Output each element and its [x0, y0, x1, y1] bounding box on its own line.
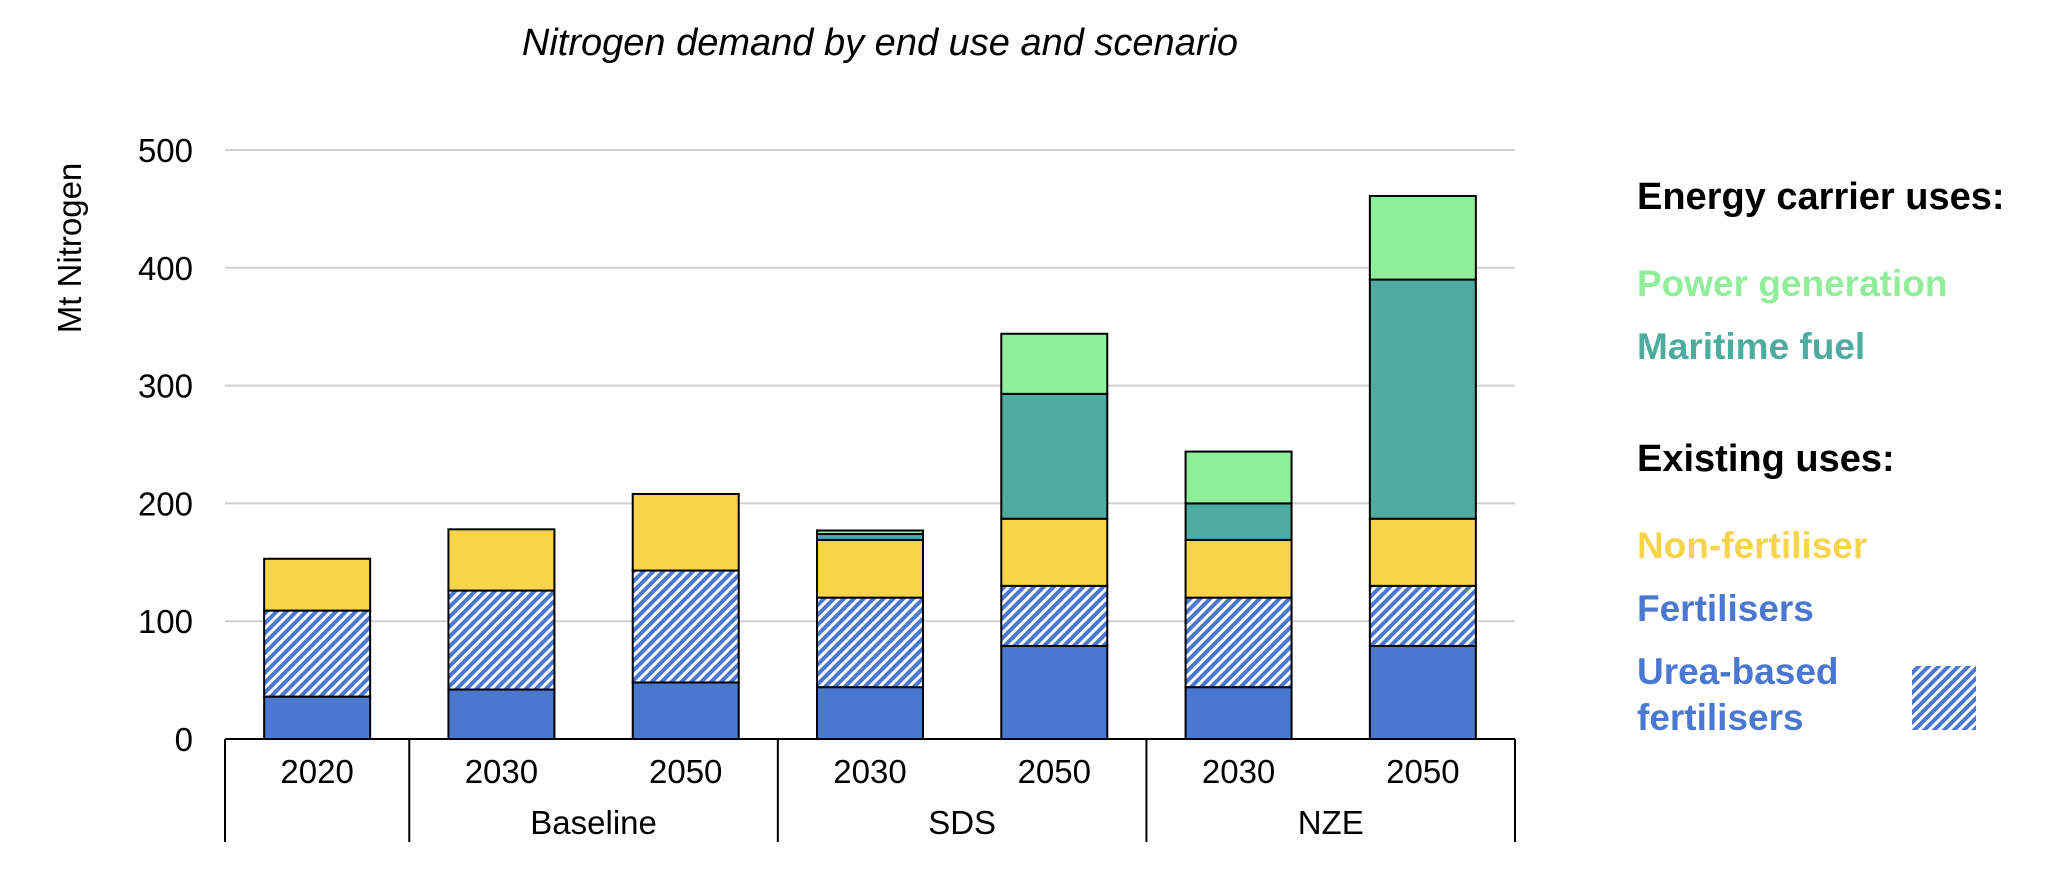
bar-maritime-fuel	[1000, 392, 1109, 520]
bar-urea-based-fertilisers	[816, 596, 924, 689]
x-group-label: SDS	[928, 804, 996, 841]
legend-hatch-swatch	[1912, 666, 1976, 730]
x-tick-label: 2030	[465, 753, 538, 790]
x-tick-label: 2020	[280, 753, 353, 790]
bar-power-generation	[1184, 450, 1293, 505]
bar-fertilisers	[1000, 644, 1109, 740]
x-tick-label: 2050	[1386, 753, 1459, 790]
legend-fertilisers: Fertilisers	[1637, 588, 1814, 629]
bar-power-generation	[1000, 332, 1109, 395]
bar-fertilisers	[631, 681, 740, 740]
bar-maritime-fuel	[1368, 278, 1477, 520]
x-group-label: NZE	[1298, 804, 1364, 841]
legend-urea-line1: Urea-based	[1637, 651, 1839, 692]
x-group-label: Baseline	[530, 804, 657, 841]
x-tick-label: 2030	[1202, 753, 1275, 790]
x-tick-label: 2050	[1018, 753, 1091, 790]
bar-power-generation	[816, 529, 924, 536]
legend-urea-line2: fertilisers	[1637, 697, 1804, 738]
bar-urea-based-fertilisers	[1000, 584, 1109, 647]
y-tick-label: 100	[138, 603, 193, 640]
bar-urea-based-fertilisers	[447, 589, 556, 691]
bar-urea-based-fertilisers	[263, 609, 372, 698]
x-tick-label: 2030	[833, 753, 906, 790]
bar-urea-based-fertilisers	[1368, 584, 1477, 647]
bar-urea-based-fertilisers	[1184, 596, 1293, 689]
bar-non-fertiliser	[1368, 517, 1477, 587]
bar-fertilisers	[816, 686, 924, 741]
y-tick-label: 200	[138, 485, 193, 522]
bar-urea-based-fertilisers	[631, 569, 740, 684]
legend-maritime-fuel: Maritime fuel	[1637, 326, 1866, 367]
bar-maritime-fuel	[1184, 502, 1293, 541]
legend-existing-heading: Existing uses:	[1637, 438, 1895, 480]
y-tick-label: 500	[138, 132, 193, 169]
chart-title: Nitrogen demand by end use and scenario	[521, 22, 1239, 64]
legend-energy-heading: Energy carrier uses:	[1637, 176, 2005, 218]
bar-non-fertiliser	[631, 492, 740, 572]
bar-non-fertiliser	[447, 528, 556, 592]
bar-fertilisers	[1184, 686, 1293, 741]
bar-non-fertiliser	[1184, 538, 1293, 599]
x-tick-label: 2050	[649, 753, 722, 790]
bar-power-generation	[1368, 194, 1477, 281]
y-tick-label: 300	[138, 368, 193, 405]
legend-non-fertiliser: Non-fertiliser	[1637, 525, 1868, 566]
bar-fertilisers	[447, 688, 556, 740]
bar-non-fertiliser	[1000, 517, 1109, 587]
legend-power-generation: Power generation	[1637, 263, 1948, 304]
bar-non-fertiliser	[816, 538, 924, 599]
y-tick-label: 0	[175, 721, 193, 758]
bar-fertilisers	[1368, 644, 1477, 740]
bar-non-fertiliser	[263, 557, 372, 612]
y-tick-label: 400	[138, 250, 193, 287]
bar-fertilisers	[263, 695, 372, 740]
